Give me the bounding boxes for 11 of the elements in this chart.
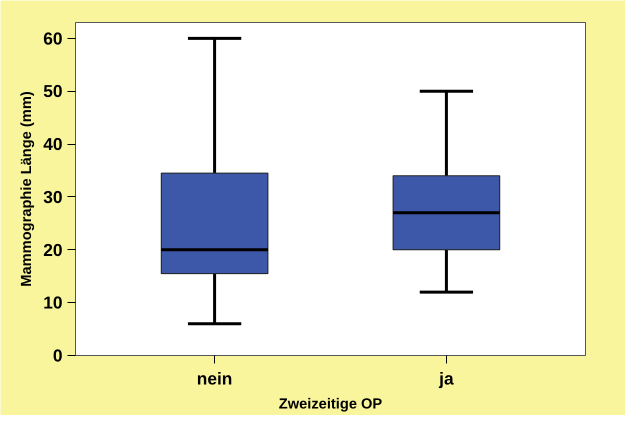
y-tick-label: 60 — [43, 28, 63, 48]
y-tick-label: 20 — [43, 240, 63, 260]
x-tick-label: ja — [438, 368, 454, 388]
y-tick-label: 30 — [43, 186, 63, 207]
y-tick-label: 10 — [43, 292, 63, 313]
y-tick-label: 0 — [52, 346, 63, 366]
x-tick-label: nein — [196, 368, 232, 388]
y-tick-label: 50 — [43, 81, 63, 102]
y-tick-label: 40 — [43, 134, 63, 154]
x-axis-title: Zweizeitige OP — [278, 396, 382, 412]
y-axis-title: Mammographie Länge (mm) — [19, 91, 36, 287]
